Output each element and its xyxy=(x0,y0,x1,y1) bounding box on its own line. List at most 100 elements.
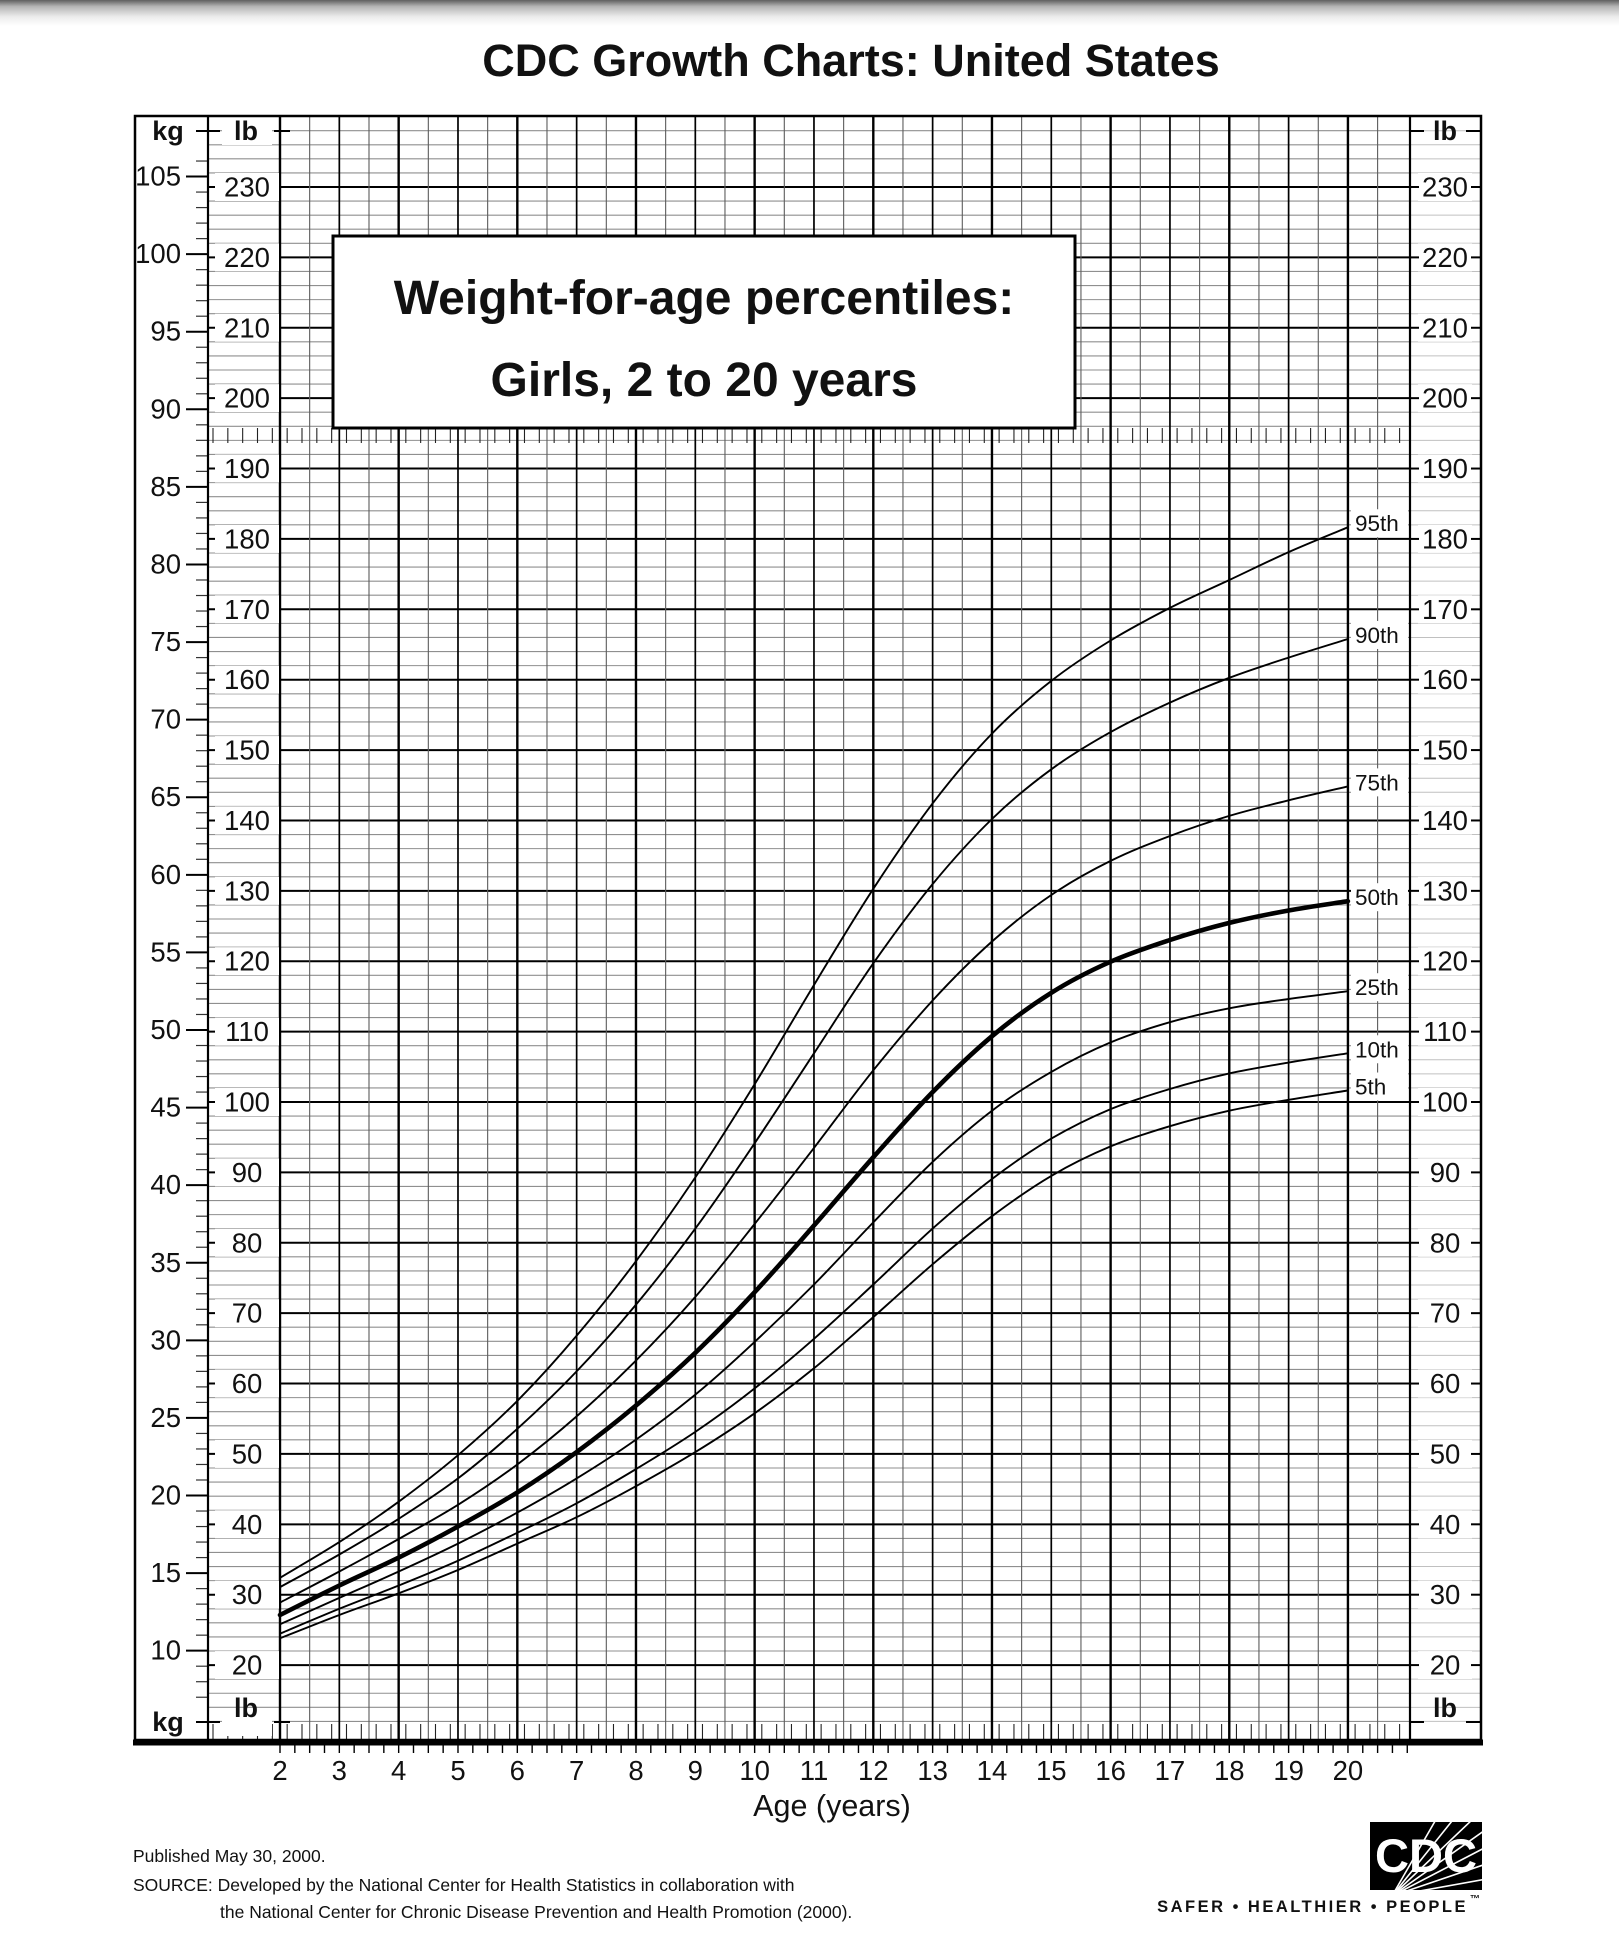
chart-title-box: Weight-for-age percentiles: Girls, 2 to … xyxy=(331,234,1077,430)
lb-left-label-bg xyxy=(215,384,279,413)
lb-right-label-bg xyxy=(1418,1439,1472,1468)
lb-left-label-bg xyxy=(215,876,279,905)
percentile-label-bg xyxy=(1351,1035,1408,1064)
lb-right-tick-label: 220 xyxy=(1422,242,1468,273)
lb-left-unit-bg xyxy=(222,1708,272,1736)
age-tick-label: 14 xyxy=(977,1755,1008,1786)
lb-right-label-bg xyxy=(1418,1017,1472,1046)
percentile-label-10th: 10th xyxy=(1355,1037,1399,1062)
age-tick-label: 12 xyxy=(858,1755,889,1786)
lb-left-label-bg xyxy=(215,1580,279,1609)
lb-left-label-bg xyxy=(215,665,279,694)
lb-right-tick-label: 30 xyxy=(1430,1579,1461,1610)
percentile-label-bg xyxy=(1351,768,1408,797)
lb-left-label-bg xyxy=(215,1088,279,1117)
lb-left-tick-label: 110 xyxy=(225,1016,269,1047)
lb-right-tick-label: 90 xyxy=(1430,1157,1461,1188)
lb-right-tick-label: 230 xyxy=(1422,172,1468,203)
cdc-tagline: SAFER • HEALTHIER • PEOPLE xyxy=(1157,1898,1468,1916)
lb-unit-label-right-top: lb xyxy=(1433,116,1457,146)
lb-right-tick-label: 120 xyxy=(1422,946,1468,977)
kg-tick-label: 95 xyxy=(150,316,181,347)
lb-right-label-bg xyxy=(1418,947,1472,976)
lb-right-tick-label: 200 xyxy=(1422,383,1468,414)
lb-right-tick-label: 100 xyxy=(1422,1087,1468,1118)
age-tick-label: 5 xyxy=(450,1755,465,1786)
lb-left-tick-label: 210 xyxy=(224,312,270,343)
lb-left-label-bg xyxy=(215,313,279,342)
lb-right-tick-label: 40 xyxy=(1430,1509,1461,1540)
kg-tick-label: 20 xyxy=(150,1480,181,1511)
lb-left-tick-label: 150 xyxy=(224,735,270,766)
age-tick-label: 10 xyxy=(739,1755,770,1786)
percentile-label-bg xyxy=(1351,973,1408,1002)
lb-left-label-bg xyxy=(215,1651,279,1680)
percentile-curve-95th xyxy=(279,526,1349,1579)
kg-tick-label: 40 xyxy=(150,1169,181,1200)
lb-left-tick-label: 190 xyxy=(224,453,270,484)
lb-left-tick-label: 100 xyxy=(224,1087,270,1118)
lb-right-label-bg xyxy=(1418,1369,1472,1398)
lb-right-tick-label: 70 xyxy=(1430,1298,1461,1329)
lb-left-tick-label: 30 xyxy=(232,1579,263,1610)
lb-left-tick-label: 80 xyxy=(232,1227,263,1258)
lb-right-label-bg xyxy=(1418,665,1472,694)
percentile-label-5th: 5th xyxy=(1355,1075,1386,1100)
lb-right-tick-label: 130 xyxy=(1422,875,1468,906)
chart-title-line1: Weight-for-age percentiles: xyxy=(394,272,1015,325)
lb-left-label-bg xyxy=(215,454,279,483)
age-tick-label: 6 xyxy=(510,1755,525,1786)
lb-axis-left: 230 220 210 200 190 180 170 160 150 140 130 120 110 1… xyxy=(208,116,290,1736)
lb-left-tick-label: 180 xyxy=(224,523,270,554)
lb-right-tick-label: 210 xyxy=(1422,312,1468,343)
lb-right-tick-label: 160 xyxy=(1422,664,1468,695)
lb-right-label-bg xyxy=(1418,384,1472,413)
age-tick-label: 15 xyxy=(1036,1755,1067,1786)
lb-left-tick-label: 230 xyxy=(224,172,270,203)
lb-left-label-bg xyxy=(215,173,279,201)
lb-right-label-bg xyxy=(1418,1228,1472,1257)
lb-right-label-bg xyxy=(1418,243,1472,272)
percentile-label-90th: 90th xyxy=(1355,623,1399,648)
lb-right-label-bg xyxy=(1418,1651,1472,1680)
lb-right-label-bg xyxy=(1418,1088,1472,1117)
lb-right-label-bg xyxy=(1418,173,1472,201)
lb-left-tick-label: 160 xyxy=(224,664,270,695)
percentile-label-bg xyxy=(1351,509,1408,538)
age-tick-label: 4 xyxy=(391,1755,406,1786)
lb-left-tick-label: 90 xyxy=(232,1157,263,1188)
lb-right-tick-label: 80 xyxy=(1430,1227,1461,1258)
x-axis-title: Age (years) xyxy=(753,1789,911,1823)
lb-right-label-bg xyxy=(1418,1158,1472,1187)
percentile-curve-50th xyxy=(277,898,1351,1618)
age-tick-label: 20 xyxy=(1333,1755,1364,1786)
percentile-label-bg xyxy=(1351,620,1408,649)
lb-left-label-bg xyxy=(215,1299,279,1328)
lb-left-tick-label: 170 xyxy=(224,594,270,625)
age-tick-label: 16 xyxy=(1095,1755,1126,1786)
kg-tick-label: 65 xyxy=(150,781,181,812)
lb-left-label-bg xyxy=(215,947,279,976)
lb-left-label-bg xyxy=(215,595,279,624)
lb-left-tick-label: 20 xyxy=(232,1650,263,1681)
lb-left-tick-label: 70 xyxy=(232,1298,263,1329)
cdc-logo-rays xyxy=(1394,1822,1482,1890)
lb-right-label-bg xyxy=(1418,524,1472,553)
lb-right-tick-label: 140 xyxy=(1422,805,1468,836)
lb-left-unit-bg xyxy=(222,117,272,145)
age-tick-label: 19 xyxy=(1273,1755,1304,1786)
lb-left-tick-label: 130 xyxy=(224,875,270,906)
published-date: Published May 30, 2000. xyxy=(133,1846,326,1866)
percentile-curve-10th xyxy=(279,1052,1349,1635)
percentile-curve-25th xyxy=(279,990,1349,1626)
percentile-label-95th: 95th xyxy=(1355,511,1399,536)
age-axis: 2 3 4 5 6 7 8 9 10 11 12 13 14 15 16 17 18 19 20 Age (years… xyxy=(272,1755,1363,1823)
age-tick-label: 9 xyxy=(688,1755,703,1786)
top-gradient-bar xyxy=(0,0,1619,26)
lb-left-tick-label: 140 xyxy=(224,805,270,836)
footer: Published May 30, 2000. SOURCE: Develope… xyxy=(133,1846,852,1922)
lb-right-label-bg xyxy=(1418,454,1472,483)
lb-left-tick-label: 50 xyxy=(232,1438,263,1469)
cdc-logo-text: CDC xyxy=(1375,1829,1477,1882)
lb-right-tick-label: 50 xyxy=(1430,1438,1461,1469)
